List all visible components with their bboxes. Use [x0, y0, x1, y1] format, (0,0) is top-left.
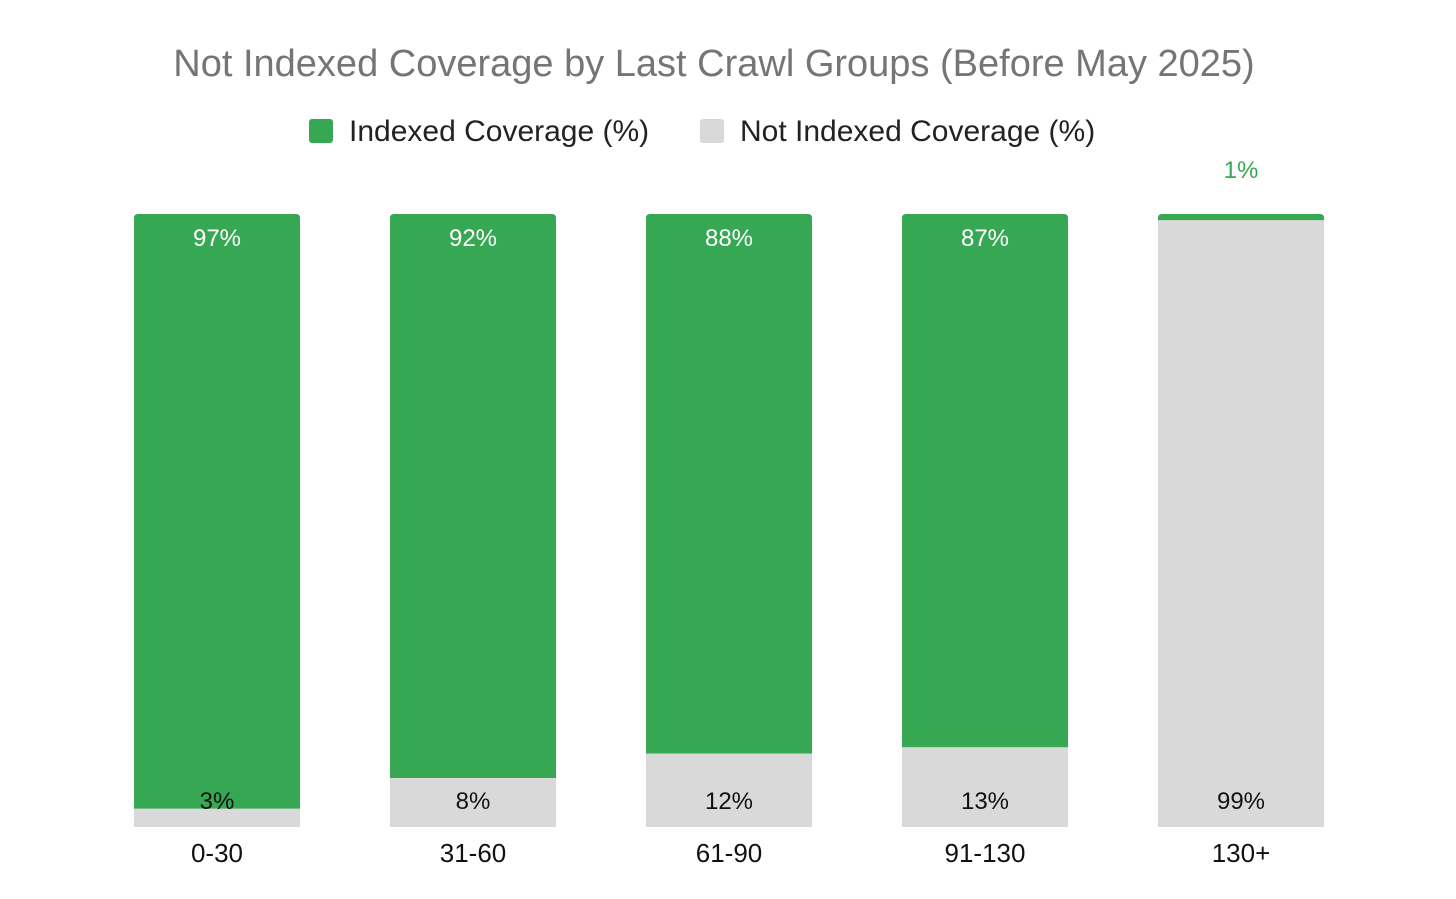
category-label-61-90: 61-90 — [696, 838, 763, 868]
category-labels-group: 0-30 31-60 61-90 91-130 130+ — [191, 838, 1270, 868]
value-label-not-indexed-61-90: 12% — [705, 788, 753, 815]
legend-item-not-indexed: Not Indexed Coverage (%) — [700, 115, 1095, 148]
bar-indexed-31-60 — [390, 214, 556, 778]
legend-swatch-not-indexed — [700, 119, 724, 143]
bar-indexed-61-90 — [646, 214, 812, 754]
bars-group — [134, 214, 1324, 827]
value-label-indexed-0-30: 97% — [193, 225, 241, 252]
bar-not-indexed-0-30 — [134, 808, 300, 827]
category-label-31-60: 31-60 — [440, 838, 507, 868]
bar-indexed-91-130 — [902, 214, 1068, 748]
value-label-indexed-130+: 1% — [1224, 157, 1259, 184]
legend-swatch-indexed — [309, 119, 333, 143]
legend-label-indexed: Indexed Coverage (%) — [349, 115, 649, 148]
value-label-indexed-31-60: 92% — [449, 225, 497, 252]
value-label-not-indexed-31-60: 8% — [456, 788, 491, 815]
value-labels-group: 97% 3% 92% 8% 88% 12% 87% 13% 1% 99% — [193, 157, 1265, 815]
bar-not-indexed-91-130 — [902, 747, 1068, 827]
category-label-130+: 130+ — [1212, 838, 1271, 868]
value-label-not-indexed-130+: 99% — [1217, 788, 1265, 815]
value-label-not-indexed-91-130: 13% — [961, 788, 1009, 815]
bar-not-indexed-130+ — [1158, 220, 1324, 827]
bar-indexed-130+ — [1158, 214, 1324, 221]
category-label-91-130: 91-130 — [945, 838, 1026, 868]
legend: Indexed Coverage (%) Not Indexed Coverag… — [309, 115, 1095, 148]
legend-label-not-indexed: Not Indexed Coverage (%) — [740, 115, 1095, 148]
bar-indexed-0-30 — [134, 214, 300, 809]
value-label-indexed-61-90: 88% — [705, 225, 753, 252]
bar-not-indexed-31-60 — [390, 777, 556, 827]
category-label-0-30: 0-30 — [191, 838, 243, 868]
bar-not-indexed-61-90 — [646, 753, 812, 827]
value-label-not-indexed-0-30: 3% — [200, 788, 235, 815]
legend-item-indexed: Indexed Coverage (%) — [309, 115, 649, 148]
chart-title: Not Indexed Coverage by Last Crawl Group… — [173, 43, 1254, 85]
value-label-indexed-91-130: 87% — [961, 225, 1009, 252]
